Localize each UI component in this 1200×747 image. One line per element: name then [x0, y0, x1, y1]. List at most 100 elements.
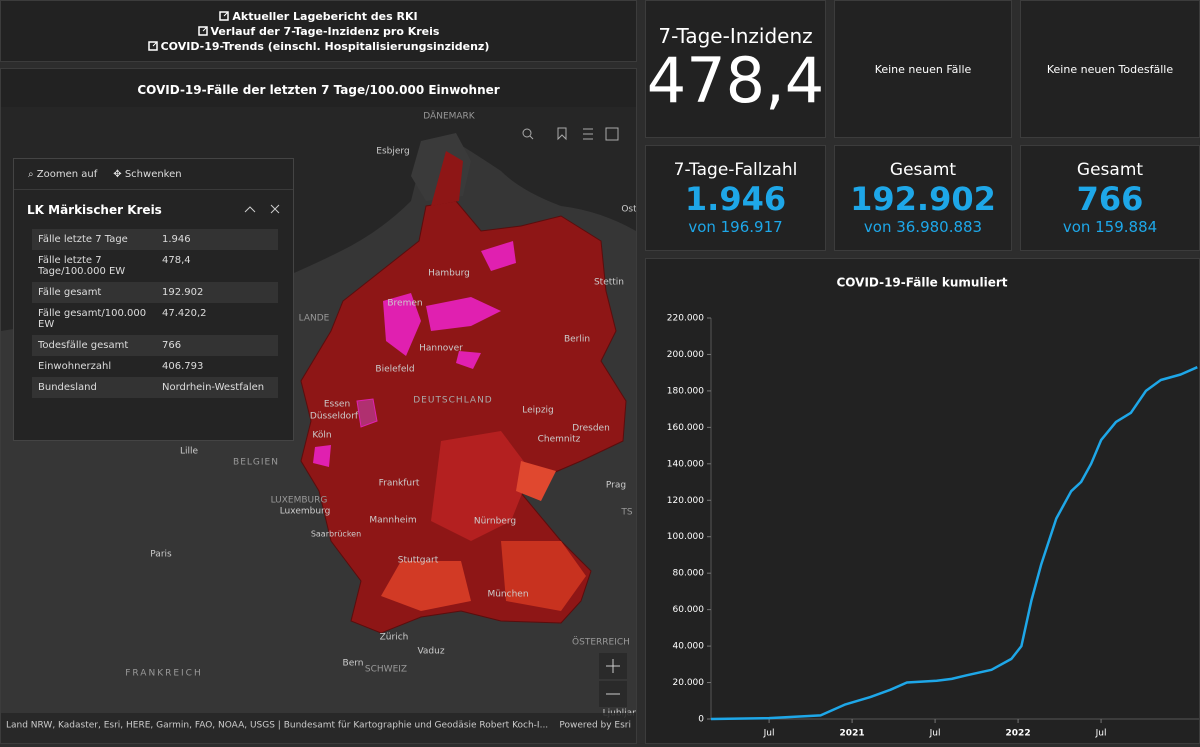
selected-district[interactable] [356, 398, 378, 428]
tile-label: 7-Tage-Inzidenz [658, 24, 813, 48]
popup-row: Bundesland Nordrhein-Westfalen [32, 377, 278, 398]
map-label: Saarbrücken [311, 530, 361, 539]
map-label: Berlin [564, 335, 590, 345]
popup-title: LK Märkischer Kreis [27, 203, 162, 217]
popup-row: Fälle gesamt/100.000 EW 47.420,2 [32, 303, 278, 335]
popup-row: Todesfälle gesamt 766 [32, 335, 278, 356]
region [431, 431, 531, 541]
map-label: BELGIEN [233, 458, 279, 468]
popup-buttons[interactable] [243, 203, 283, 215]
hotspot [426, 297, 501, 331]
y-tick-label: 20.000 [673, 678, 705, 688]
tile-value: 766 [1076, 180, 1144, 218]
hotspot [456, 351, 481, 369]
map-label: Luxemburg [280, 507, 331, 517]
tile-label: Gesamt [889, 160, 957, 180]
map-label: Esbjerg [376, 147, 409, 157]
region [381, 561, 471, 611]
germany [300, 200, 627, 634]
popup: ⌕ Zoomen auf ✥ Schwenken LK Märkischer K… [13, 158, 294, 441]
x-tick-label: Jul [763, 729, 775, 739]
map-panel: COVID-19-Fälle der letzten 7 Tage/100.00… [0, 68, 637, 744]
link-text[interactable]: COVID-19-Trends (einschl. Hospitalisieru… [160, 39, 490, 53]
x-tick-label: 2022 [1006, 729, 1031, 739]
y-tick-label: 180.000 [667, 386, 704, 396]
popup-row: Einwohnerzahl 406.793 [32, 356, 278, 377]
tile: Gesamt 766 von 159.884 [1020, 145, 1200, 251]
map-label: Chemnitz [538, 435, 581, 445]
tile-sub: von 196.917 [688, 218, 783, 236]
map-label: Prag [606, 481, 626, 491]
map-label: LUXEMBURG [271, 496, 328, 506]
tile: Keine neuen Todesfälle [1020, 0, 1200, 138]
map-label: SCHWEIZ [365, 665, 407, 675]
popup-row: Fälle gesamt 192.902 [32, 282, 278, 303]
zoom-controls[interactable] [599, 653, 627, 707]
link[interactable]: COVID-19-Trends (einschl. Hospitalisieru… [147, 39, 490, 54]
tile-sub: von 159.884 [1062, 218, 1158, 236]
powered-by[interactable]: Powered by Esri [559, 721, 631, 731]
chart-title: COVID-19-Fälle kumuliert [836, 276, 1007, 290]
map-label: DÄNEMARK [423, 111, 476, 122]
tile-label: Gesamt [1076, 160, 1144, 180]
link[interactable]: Aktueller Lagebericht des RKI [219, 9, 418, 24]
map-label: Zürich [380, 633, 409, 643]
pan-tool[interactable]: ✥ Schwenken [113, 168, 182, 180]
tile: 7-Tage-Inzidenz 478,4 [645, 0, 826, 138]
germany-north [431, 151, 463, 206]
link-icon [219, 11, 230, 21]
map-toolbar[interactable] [522, 127, 619, 141]
y-tick-label: 80.000 [673, 569, 705, 579]
links-panel: Aktueller Lagebericht des RKI Verlauf de… [0, 0, 637, 62]
map-label: LANDE [299, 314, 330, 324]
link[interactable]: Verlauf der 7-Tage-Inzidenz pro Kreis [197, 24, 440, 39]
link-text[interactable]: Verlauf der 7-Tage-Inzidenz pro Kreis [210, 24, 440, 38]
map-label: Lille [180, 447, 199, 457]
y-tick-label: 140.000 [667, 459, 704, 469]
data-line [710, 366, 1198, 721]
tile: Keine neuen Fälle [834, 0, 1012, 138]
x-tick-label: 2021 [840, 729, 865, 739]
tool-label[interactable]: Zoomen auf [36, 168, 98, 180]
chart-panel: COVID-19-Fälle kumuliert 0 20.000 40.000 60… [645, 258, 1200, 744]
y-tick-label: 0 [698, 715, 704, 725]
popup-row: Fälle letzte 7 Tage 1.946 [32, 229, 278, 250]
y-tick-label: 220.000 [667, 314, 704, 324]
y-tick-label: 160.000 [667, 423, 704, 433]
tile-text: Keine neuen Fälle [874, 62, 972, 76]
zoom-tool[interactable]: ⌕ Zoomen auf [28, 168, 98, 180]
popup-key: Bundesland [38, 382, 97, 393]
map-label: DEUTSCHLAND [413, 396, 493, 406]
tool-label[interactable]: Schwenken [124, 168, 182, 180]
map-label: Bielefeld [375, 365, 414, 375]
hotspot [481, 241, 516, 271]
tile: 7-Tage-Fallzahl 1.946 von 196.917 [645, 145, 826, 251]
hotspot [383, 293, 421, 356]
tile-text: Keine neuen Todesfälle [1046, 62, 1174, 76]
link-icon [197, 26, 208, 36]
tile-value: 192.902 [850, 180, 996, 218]
popup-value: 1.946 [162, 234, 191, 245]
popup-key: Einwohnerzahl [38, 361, 112, 372]
popup-value: 478,4 [162, 255, 191, 266]
popup-value: 192.902 [162, 287, 204, 298]
map-label: Hannover [419, 344, 463, 354]
map-label: Paris [150, 550, 172, 560]
y-tick-label: 200.000 [667, 350, 704, 360]
popup-value: Nordrhein-Westfalen [162, 382, 265, 393]
map-label: ÖSTERREICH [572, 637, 630, 648]
link-text[interactable]: Aktueller Lagebericht des RKI [232, 9, 418, 23]
x-tick-label: Jul [929, 729, 941, 739]
tile: Gesamt 192.902 von 36.980.883 [834, 145, 1012, 251]
region [516, 461, 556, 501]
tile-sub: von 36.980.883 [863, 218, 983, 236]
map-title: COVID-19-Fälle der letzten 7 Tage/100.00… [137, 83, 500, 97]
map-label: Mannheim [369, 516, 416, 526]
map-label: Düsseldorf [310, 412, 359, 422]
map-label: Leipzig [522, 406, 554, 416]
map-label: Stettin [594, 278, 624, 288]
chart: COVID-19-Fälle kumuliert 0 20.000 40.000 60… [667, 276, 1199, 739]
map-label: München [487, 590, 528, 600]
map-label: Vaduz [417, 647, 444, 657]
